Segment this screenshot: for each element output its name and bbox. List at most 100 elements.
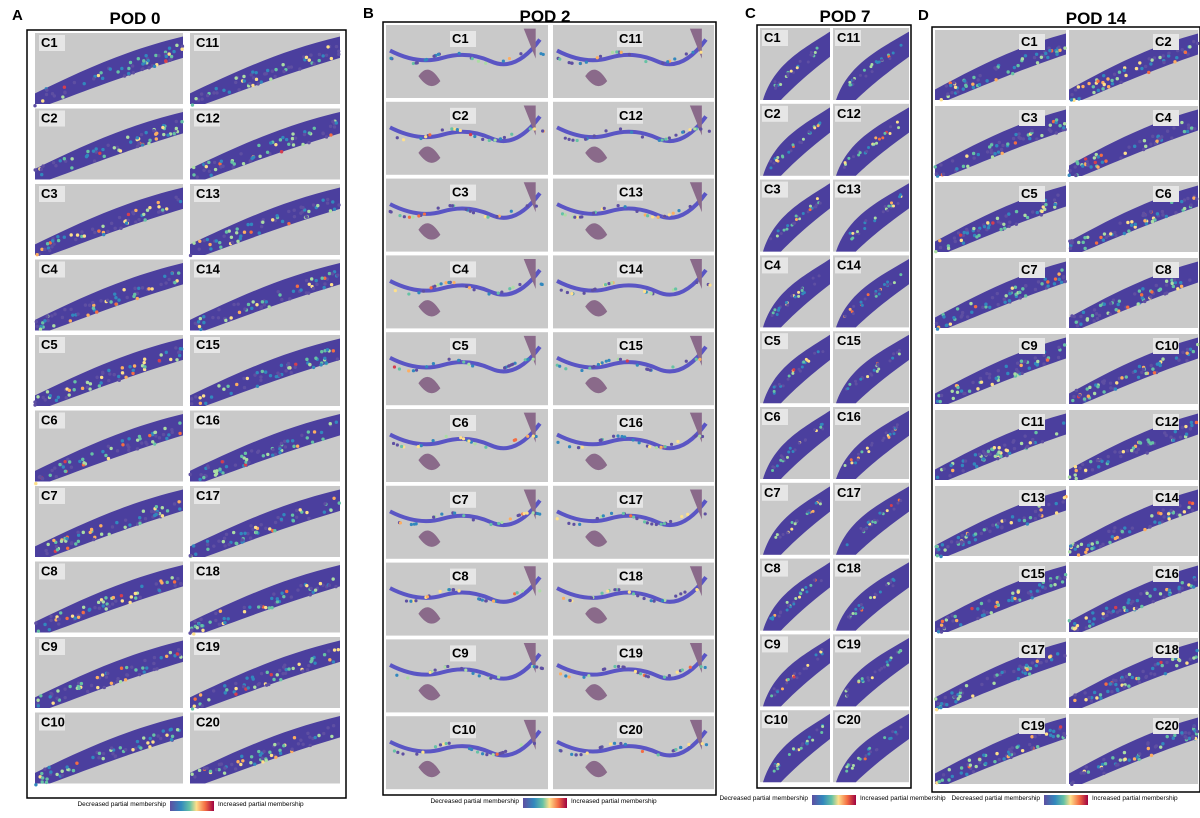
tile: C17 <box>553 486 714 559</box>
spot <box>115 521 118 524</box>
spot <box>78 460 81 463</box>
spot <box>972 76 975 79</box>
spot <box>607 359 610 362</box>
spot <box>439 743 442 746</box>
spot <box>192 544 195 547</box>
spot <box>569 599 572 602</box>
tile-label: C4 <box>41 262 58 277</box>
spot <box>845 770 848 773</box>
spot <box>1093 308 1096 311</box>
spot <box>460 667 463 670</box>
spot <box>261 756 264 759</box>
spot <box>935 708 938 711</box>
tile: C3 <box>934 106 1067 178</box>
spot <box>1109 381 1112 384</box>
spot <box>779 459 782 462</box>
spot <box>886 209 889 212</box>
spot <box>1144 65 1147 68</box>
spot <box>646 368 649 371</box>
spot <box>1077 241 1080 244</box>
spot <box>114 302 117 305</box>
spot <box>202 476 205 479</box>
spot <box>564 213 567 216</box>
spot <box>234 463 237 466</box>
spot <box>855 382 858 385</box>
spot <box>196 175 199 178</box>
spot <box>50 314 53 317</box>
spot <box>295 516 298 519</box>
spot <box>280 592 283 595</box>
spot <box>1163 596 1166 599</box>
spot <box>77 533 80 536</box>
spot <box>673 57 676 60</box>
spot <box>214 619 217 622</box>
spot <box>1192 725 1195 728</box>
tile: C12 <box>553 102 714 175</box>
spot <box>1183 207 1186 210</box>
spot <box>570 753 573 756</box>
spot <box>704 666 707 669</box>
spot <box>519 52 522 55</box>
spot <box>939 400 942 403</box>
spot <box>507 364 510 367</box>
spot <box>1030 129 1033 132</box>
tile: C13 <box>935 486 1068 558</box>
spot <box>1152 600 1155 603</box>
spot <box>179 200 182 203</box>
spot <box>235 383 238 386</box>
spot <box>980 683 983 686</box>
spot <box>197 320 200 323</box>
spot <box>194 553 197 556</box>
spot <box>781 156 784 159</box>
spot <box>568 675 571 678</box>
spot <box>1126 449 1129 452</box>
spot <box>337 50 340 53</box>
spot <box>243 307 246 310</box>
spot <box>1011 591 1014 594</box>
spot <box>935 322 938 325</box>
spot <box>396 751 399 754</box>
spot <box>635 517 638 520</box>
spot <box>1151 135 1154 138</box>
spot <box>131 211 134 214</box>
spot <box>775 84 778 87</box>
spot <box>1167 512 1170 515</box>
spot <box>1023 214 1026 217</box>
spot <box>572 523 575 526</box>
spot <box>1016 64 1019 67</box>
spot <box>975 765 978 768</box>
spot <box>1143 300 1146 303</box>
tile-label: C1 <box>452 31 469 46</box>
tile: C17 <box>934 638 1067 711</box>
spot <box>266 69 269 72</box>
spot <box>312 62 315 65</box>
spot <box>207 466 210 469</box>
spot <box>950 691 953 694</box>
spot <box>1189 348 1192 351</box>
spot <box>177 500 180 503</box>
spot <box>125 221 128 224</box>
spot <box>993 760 996 763</box>
spot <box>1122 678 1125 681</box>
spot <box>1137 677 1140 680</box>
spot <box>157 210 160 213</box>
spot <box>144 517 147 520</box>
spot <box>526 204 529 207</box>
tile: C7 <box>35 486 183 557</box>
spot <box>232 303 235 306</box>
spot <box>117 298 120 301</box>
spot <box>1162 515 1165 518</box>
spot <box>889 433 892 436</box>
spot <box>801 742 804 745</box>
spot <box>1121 530 1124 533</box>
spot <box>103 155 106 158</box>
spot <box>301 206 304 209</box>
spot <box>852 305 855 308</box>
spot <box>955 167 958 170</box>
spot <box>283 664 286 667</box>
spot <box>1146 741 1149 744</box>
spot <box>1118 221 1121 224</box>
spot <box>1053 282 1056 285</box>
spot <box>294 366 297 369</box>
spot <box>190 397 193 400</box>
